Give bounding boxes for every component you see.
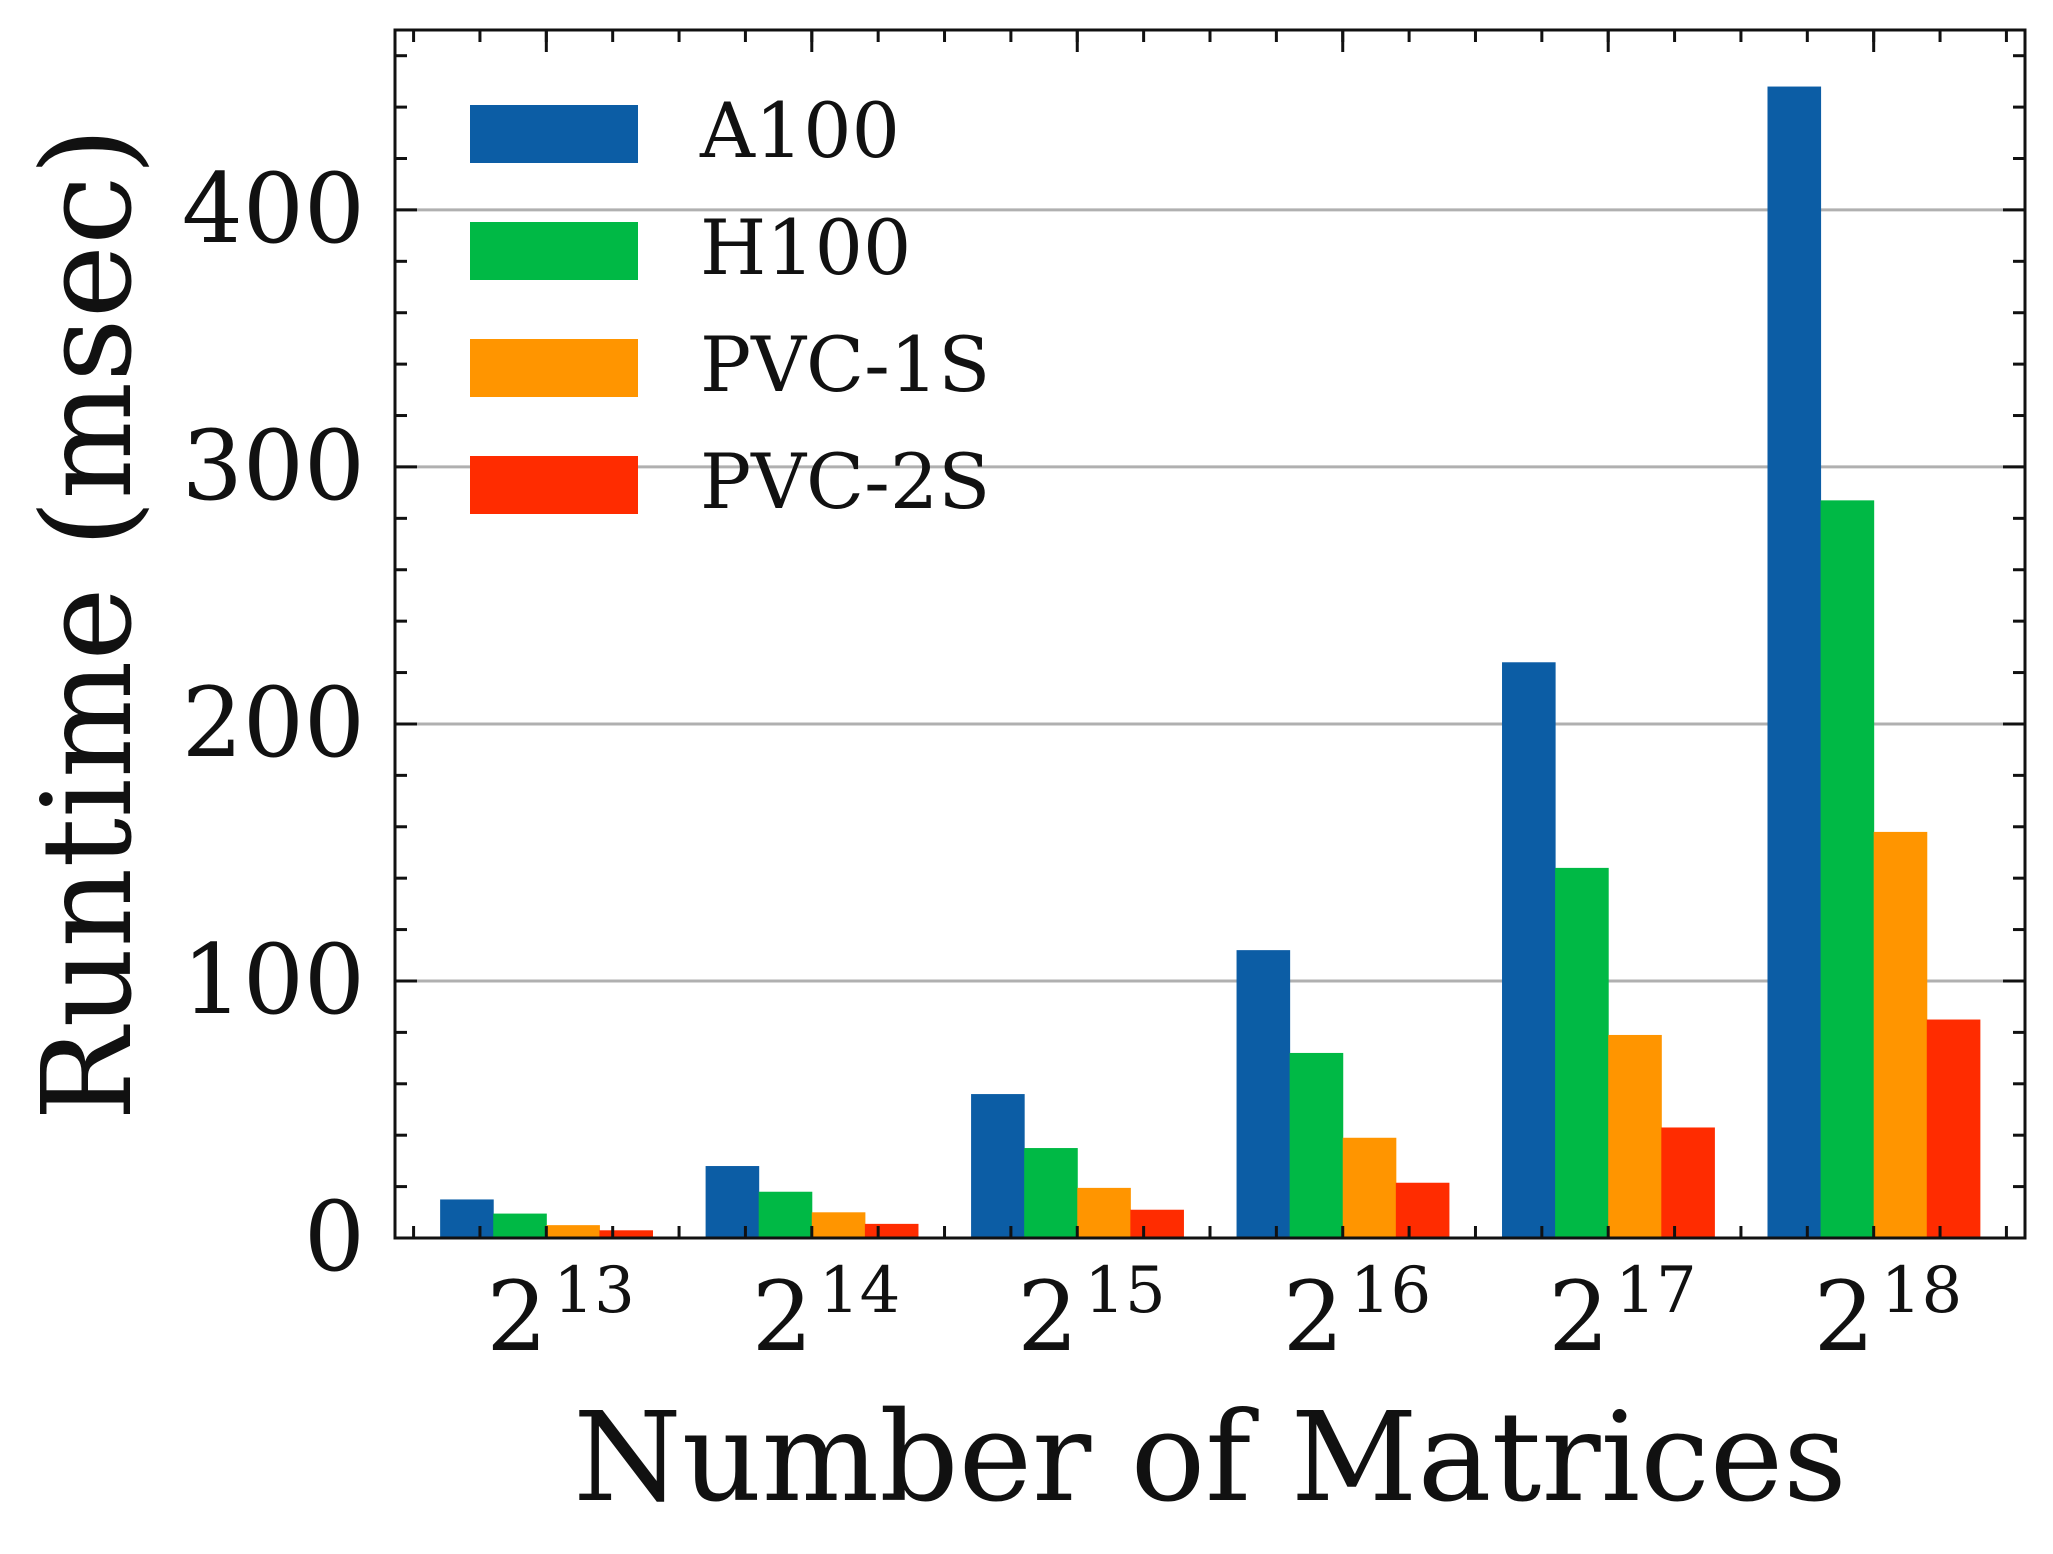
bar-h100-2-13 bbox=[493, 1213, 547, 1238]
x-tick-label-base: 2 bbox=[752, 1261, 813, 1373]
bar-pvc-2s-2-16 bbox=[1395, 1182, 1450, 1238]
bar-pvc-1s-2-16 bbox=[1342, 1137, 1397, 1238]
x-tick-label-exponent: 17 bbox=[1615, 1254, 1696, 1328]
x-tick-label: 218 bbox=[1814, 1254, 1963, 1373]
legend-swatch-pvc-2s bbox=[470, 456, 638, 514]
legend: A100 H100 PVC-1S PVC-2S bbox=[470, 86, 990, 526]
y-tick-label: 200 bbox=[182, 667, 365, 779]
bar-a100-2-18 bbox=[1767, 86, 1822, 1238]
x-tick-label-base: 2 bbox=[486, 1261, 547, 1373]
x-tick-label-base: 2 bbox=[1814, 1261, 1875, 1373]
bar-a100-2-13 bbox=[440, 1199, 494, 1238]
x-tick-label: 216 bbox=[1283, 1254, 1432, 1373]
legend-label-a100: A100 bbox=[699, 86, 900, 175]
x-tick-label: 213 bbox=[486, 1254, 635, 1373]
y-tick-labels: 0 100 200 300 400 bbox=[182, 153, 365, 1293]
bar-pvc-2s-2-15 bbox=[1130, 1209, 1184, 1238]
legend-label-h100: H100 bbox=[700, 203, 911, 292]
bar-a100-2-14 bbox=[705, 1166, 760, 1238]
bar-a100-2-17 bbox=[1502, 662, 1556, 1238]
x-tick-label-exponent: 15 bbox=[1084, 1254, 1165, 1328]
legend-label-pvc-1s: PVC-1S bbox=[700, 320, 990, 409]
grid-lines bbox=[395, 208, 2025, 983]
plot-frame bbox=[393, 28, 2027, 1240]
y-tick-label: 0 bbox=[304, 1181, 365, 1293]
y-tick-label: 100 bbox=[182, 924, 365, 1036]
x-tick-label: 217 bbox=[1548, 1254, 1697, 1373]
x-tick-labels: 213 214 215 216 217 218 bbox=[486, 1254, 1962, 1373]
x-tick-label-base: 2 bbox=[1017, 1261, 1078, 1373]
x-tick-label-exponent: 18 bbox=[1881, 1254, 1962, 1328]
bar-pvc-1s-2-17 bbox=[1608, 1034, 1662, 1238]
bar-pvc-1s-2-13 bbox=[546, 1225, 600, 1238]
bar-pvc-2s-2-18 bbox=[1926, 1019, 1981, 1238]
x-tick-label-exponent: 14 bbox=[819, 1254, 900, 1328]
bar-pvc-2s-2-17 bbox=[1661, 1127, 1715, 1238]
x-tick-label-exponent: 13 bbox=[553, 1254, 634, 1328]
bar-pvc-1s-2-18 bbox=[1873, 831, 1928, 1238]
y-axis-label: Runtime (msec) bbox=[16, 127, 160, 1121]
legend-swatch-a100 bbox=[470, 105, 638, 163]
bar-a100-2-16 bbox=[1236, 950, 1291, 1238]
x-axis-label: Number of Matrices bbox=[573, 1386, 1846, 1530]
bar-h100-2-14 bbox=[758, 1191, 813, 1238]
bar-h100-2-18 bbox=[1820, 500, 1875, 1238]
bar-pvc-2s-2-13 bbox=[599, 1230, 654, 1238]
x-tick-label: 214 bbox=[752, 1254, 901, 1373]
bar-pvc-1s-2-15 bbox=[1077, 1187, 1131, 1238]
x-tick-label-base: 2 bbox=[1548, 1261, 1609, 1373]
bar-h100-2-15 bbox=[1024, 1148, 1078, 1238]
bars bbox=[440, 86, 1981, 1238]
y-tick-label: 300 bbox=[182, 410, 365, 522]
bar-h100-2-17 bbox=[1555, 867, 1609, 1238]
bar-a100-2-15 bbox=[971, 1094, 1025, 1238]
legend-swatch-pvc-1s bbox=[470, 339, 638, 397]
bar-pvc-2s-2-14 bbox=[864, 1223, 919, 1238]
x-tick-label-base: 2 bbox=[1283, 1261, 1344, 1373]
legend-swatch-h100 bbox=[470, 222, 638, 280]
y-tick-label: 400 bbox=[182, 153, 365, 265]
x-tick-label: 215 bbox=[1017, 1254, 1166, 1373]
legend-label-pvc-2s: PVC-2S bbox=[700, 437, 990, 526]
bar-pvc-1s-2-14 bbox=[811, 1212, 866, 1238]
x-tick-label-exponent: 16 bbox=[1350, 1254, 1431, 1328]
bar-h100-2-16 bbox=[1289, 1052, 1344, 1238]
